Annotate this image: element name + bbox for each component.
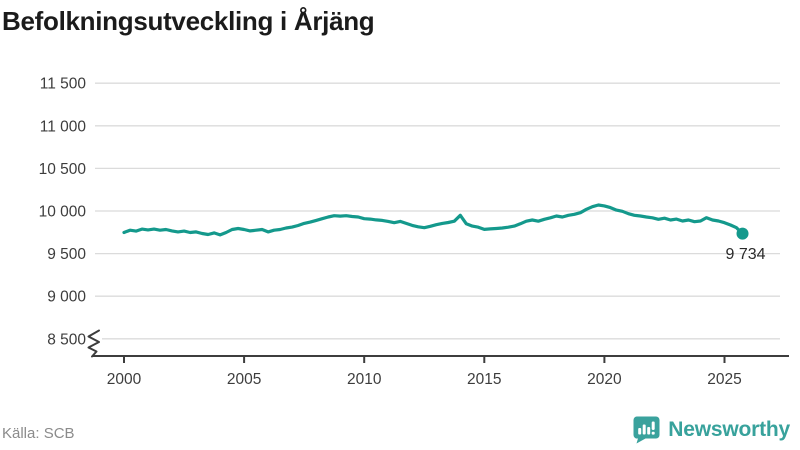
gridlines bbox=[95, 82, 780, 340]
y-tick-label: 11 500 bbox=[40, 76, 87, 93]
y-tick-label: 10 500 bbox=[39, 161, 87, 178]
x-tick-label: 2010 bbox=[347, 371, 382, 388]
newsworthy-logo-text: Newsworthy bbox=[668, 417, 790, 441]
chart-title: Befolkningsutveckling i Årjäng bbox=[2, 6, 375, 36]
x-axis-tick-labels: 2000 2005 2010 2015 2020 2025 bbox=[107, 371, 742, 388]
latest-value-dot bbox=[736, 227, 749, 240]
source-note: Källa: SCB bbox=[2, 425, 75, 442]
y-tick-label: 9 000 bbox=[47, 289, 86, 306]
x-tick-label: 2020 bbox=[587, 371, 622, 388]
population-line bbox=[122, 203, 745, 237]
x-tick-label: 2015 bbox=[467, 371, 501, 388]
y-tick-label: 9 500 bbox=[47, 246, 86, 263]
axis-break-icon bbox=[87, 329, 100, 358]
y-axis-tick-labels: 8 500 9 000 9 500 10 000 10 500 11 000 11 500 bbox=[39, 76, 87, 349]
y-tick-label: 11 000 bbox=[40, 118, 87, 135]
x-axis-ticks bbox=[123, 356, 726, 363]
x-tick-label: 2025 bbox=[707, 371, 741, 388]
newsworthy-logo-icon bbox=[633, 416, 660, 444]
y-tick-label: 10 000 bbox=[39, 204, 87, 221]
x-tick-label: 2000 bbox=[107, 371, 142, 388]
latest-value-label: 9 734 bbox=[725, 246, 765, 263]
x-tick-label: 2005 bbox=[227, 371, 261, 388]
y-tick-label: 8 500 bbox=[47, 331, 86, 348]
newsworthy-logo: Newsworthy bbox=[632, 415, 790, 444]
